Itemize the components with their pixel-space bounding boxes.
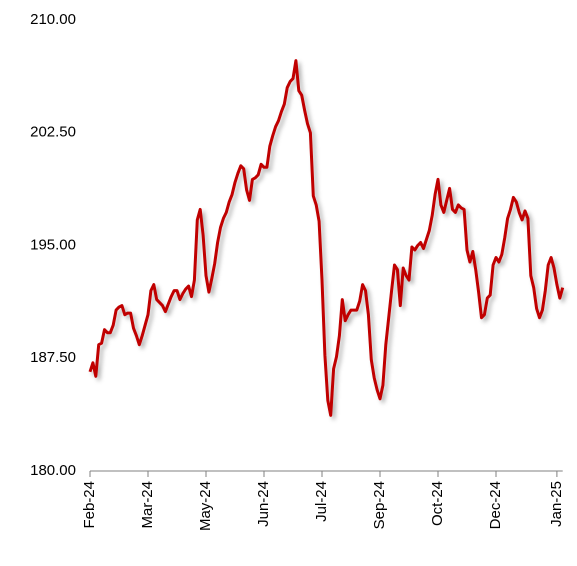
y-tick-label: 187.50 xyxy=(30,349,76,366)
y-tick-label: 202.50 xyxy=(30,124,76,141)
x-tick-label: Sep-24 xyxy=(371,481,388,529)
x-tick-label: Oct-24 xyxy=(429,481,446,526)
x-tick-label: Jun-24 xyxy=(255,481,272,527)
x-tick-label: May-24 xyxy=(197,481,214,531)
y-tick-label: 210.00 xyxy=(30,11,76,28)
y-tick-label: 195.00 xyxy=(30,236,76,253)
data-line xyxy=(88,59,565,417)
x-tick-label: Mar-24 xyxy=(139,481,156,529)
x-tick-label: Jul-24 xyxy=(313,481,330,522)
x-tick-label: Jan-25 xyxy=(548,481,565,527)
y-tick-label: 180.00 xyxy=(30,462,76,479)
x-tick-label: Dec-24 xyxy=(487,481,504,529)
x-tick-label: Feb-24 xyxy=(81,481,98,529)
